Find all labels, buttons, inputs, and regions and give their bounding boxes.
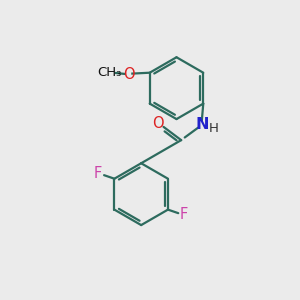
Text: F: F — [180, 207, 188, 222]
Text: F: F — [94, 166, 102, 181]
Text: H: H — [209, 122, 219, 135]
Text: O: O — [123, 67, 134, 82]
Text: O: O — [152, 116, 164, 131]
Text: N: N — [195, 117, 208, 132]
Text: CH₃: CH₃ — [97, 66, 122, 79]
